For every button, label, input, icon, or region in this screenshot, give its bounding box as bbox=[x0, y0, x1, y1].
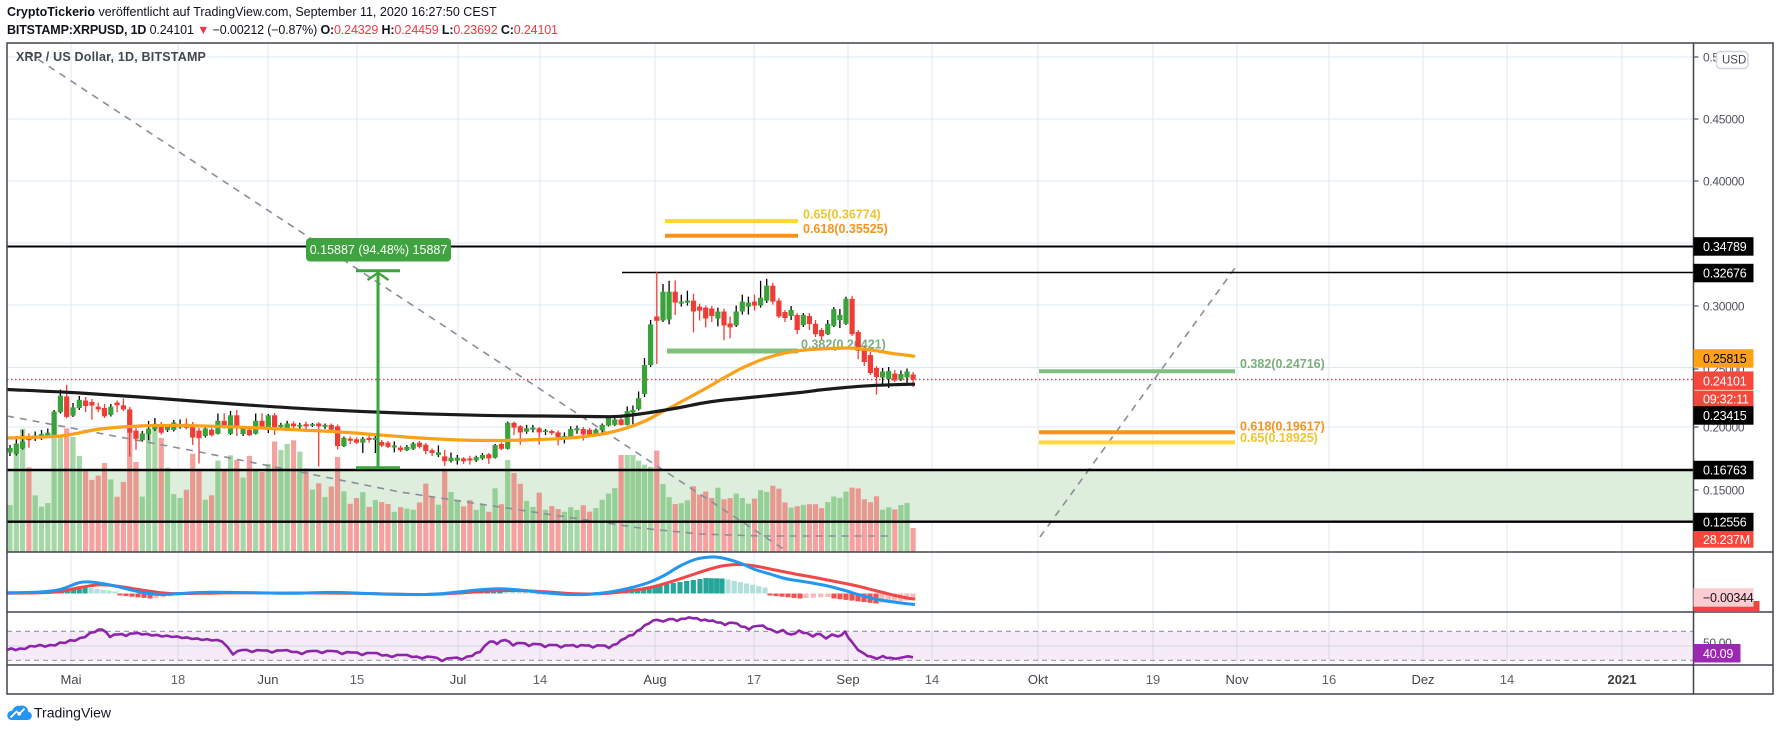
svg-text:14: 14 bbox=[533, 672, 547, 687]
svg-text:0.5: 0.5 bbox=[1703, 51, 1719, 65]
svg-text:2021: 2021 bbox=[1608, 672, 1637, 687]
svg-text:CryptoTickerio veröffentlicht: CryptoTickerio veröffentlicht auf Tradin… bbox=[7, 5, 497, 19]
svg-text:18: 18 bbox=[171, 672, 185, 687]
svg-text:0.618(0.35525): 0.618(0.35525) bbox=[803, 222, 888, 236]
svg-text:USD: USD bbox=[1722, 55, 1746, 67]
svg-text:14: 14 bbox=[1500, 672, 1514, 687]
svg-text:0.24101: 0.24101 bbox=[1703, 374, 1747, 388]
svg-text:0.34789: 0.34789 bbox=[1703, 240, 1747, 254]
svg-text:Aug: Aug bbox=[643, 672, 666, 687]
svg-text:BITSTAMP:XRPUSD, 1D 0.24101 ▼: BITSTAMP:XRPUSD, 1D 0.24101 ▼ −0.00212 (… bbox=[7, 23, 558, 37]
svg-text:0.382(0.24716): 0.382(0.24716) bbox=[1240, 357, 1325, 371]
svg-text:Jul: Jul bbox=[450, 672, 467, 687]
svg-text:17: 17 bbox=[747, 672, 761, 687]
svg-text:28.237M: 28.237M bbox=[1703, 533, 1750, 547]
svg-text:40.09: 40.09 bbox=[1703, 647, 1733, 661]
svg-text:0.32676: 0.32676 bbox=[1703, 267, 1747, 281]
svg-text:16: 16 bbox=[1322, 672, 1336, 687]
svg-text:0.65(0.36774): 0.65(0.36774) bbox=[803, 208, 881, 222]
svg-text:09:32:11: 09:32:11 bbox=[1703, 392, 1749, 406]
svg-text:0.25815: 0.25815 bbox=[1703, 352, 1747, 366]
svg-text:0.16763: 0.16763 bbox=[1703, 464, 1747, 478]
svg-text:19: 19 bbox=[1146, 672, 1160, 687]
svg-text:0.23415: 0.23415 bbox=[1703, 409, 1747, 423]
svg-text:TradingView: TradingView bbox=[34, 705, 112, 721]
svg-text:0.15887 (94.48%) 15887: 0.15887 (94.48%) 15887 bbox=[310, 243, 448, 257]
svg-text:15: 15 bbox=[350, 672, 364, 687]
svg-text:0.45000: 0.45000 bbox=[1703, 113, 1745, 127]
svg-text:0.30000: 0.30000 bbox=[1703, 300, 1745, 314]
svg-text:0.40000: 0.40000 bbox=[1703, 175, 1745, 189]
svg-text:14: 14 bbox=[925, 672, 939, 687]
svg-text:0.65(0.18925): 0.65(0.18925) bbox=[1240, 431, 1318, 445]
svg-text:0.618(0.19617): 0.618(0.19617) bbox=[1240, 420, 1325, 434]
svg-text:Nov: Nov bbox=[1225, 672, 1249, 687]
svg-text:0.15000: 0.15000 bbox=[1703, 484, 1745, 498]
svg-text:Jun: Jun bbox=[258, 672, 279, 687]
svg-text:XRP / US Dollar, 1D, BITSTAMP: XRP / US Dollar, 1D, BITSTAMP bbox=[16, 50, 206, 64]
svg-text:Mai: Mai bbox=[61, 672, 82, 687]
svg-text:Okt: Okt bbox=[1028, 672, 1049, 687]
svg-text:Sep: Sep bbox=[836, 672, 859, 687]
svg-text:0.12556: 0.12556 bbox=[1703, 516, 1747, 530]
svg-text:Dez: Dez bbox=[1411, 672, 1434, 687]
svg-text:−0.00344: −0.00344 bbox=[1703, 591, 1754, 605]
